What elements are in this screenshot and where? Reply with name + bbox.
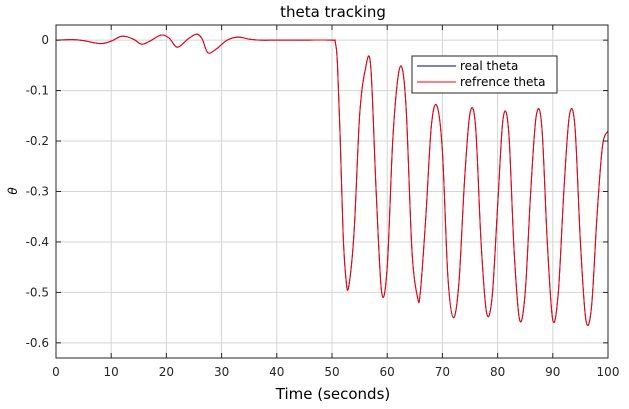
x-tick-label: 10 — [104, 365, 119, 379]
series-group — [55, 33, 609, 327]
x-tick-label: 100 — [597, 365, 620, 379]
y-tick-label: -0.4 — [26, 235, 49, 249]
x-axis-label: Time (seconds) — [275, 385, 391, 403]
y-tick-label: 0 — [41, 33, 49, 47]
x-tick-label: 90 — [545, 365, 560, 379]
x-tick-label: 20 — [159, 365, 174, 379]
legend-box — [411, 55, 558, 94]
x-tick-label: 80 — [490, 365, 505, 379]
legend: real theta refrence theta — [411, 55, 558, 94]
chart-title: theta tracking — [280, 3, 386, 21]
x-tick-label: 40 — [269, 365, 284, 379]
legend-label-real-theta: real theta — [460, 59, 518, 73]
y-axis-label: θ — [6, 187, 20, 195]
x-tick-label: 70 — [435, 365, 450, 379]
y-tick-label: -0.1 — [26, 84, 49, 98]
x-tick-label: 50 — [324, 365, 339, 379]
y-tick-label: -0.2 — [26, 134, 49, 148]
x-tick-label: 60 — [380, 365, 395, 379]
legend-label-refrence-theta: refrence theta — [460, 75, 545, 89]
y-tick-label: -0.6 — [26, 336, 49, 350]
ticks: 0 10 20 30 40 50 60 70 80 90 100 0 -0.1 -0.2 -0.3 -0.4 -… — [26, 25, 620, 379]
series-line-refrence-theta — [55, 33, 609, 327]
y-tick-label: -0.3 — [26, 185, 49, 199]
x-tick-label: 30 — [214, 365, 229, 379]
x-tick-label: 0 — [52, 365, 60, 379]
y-tick-label: -0.5 — [26, 285, 49, 299]
